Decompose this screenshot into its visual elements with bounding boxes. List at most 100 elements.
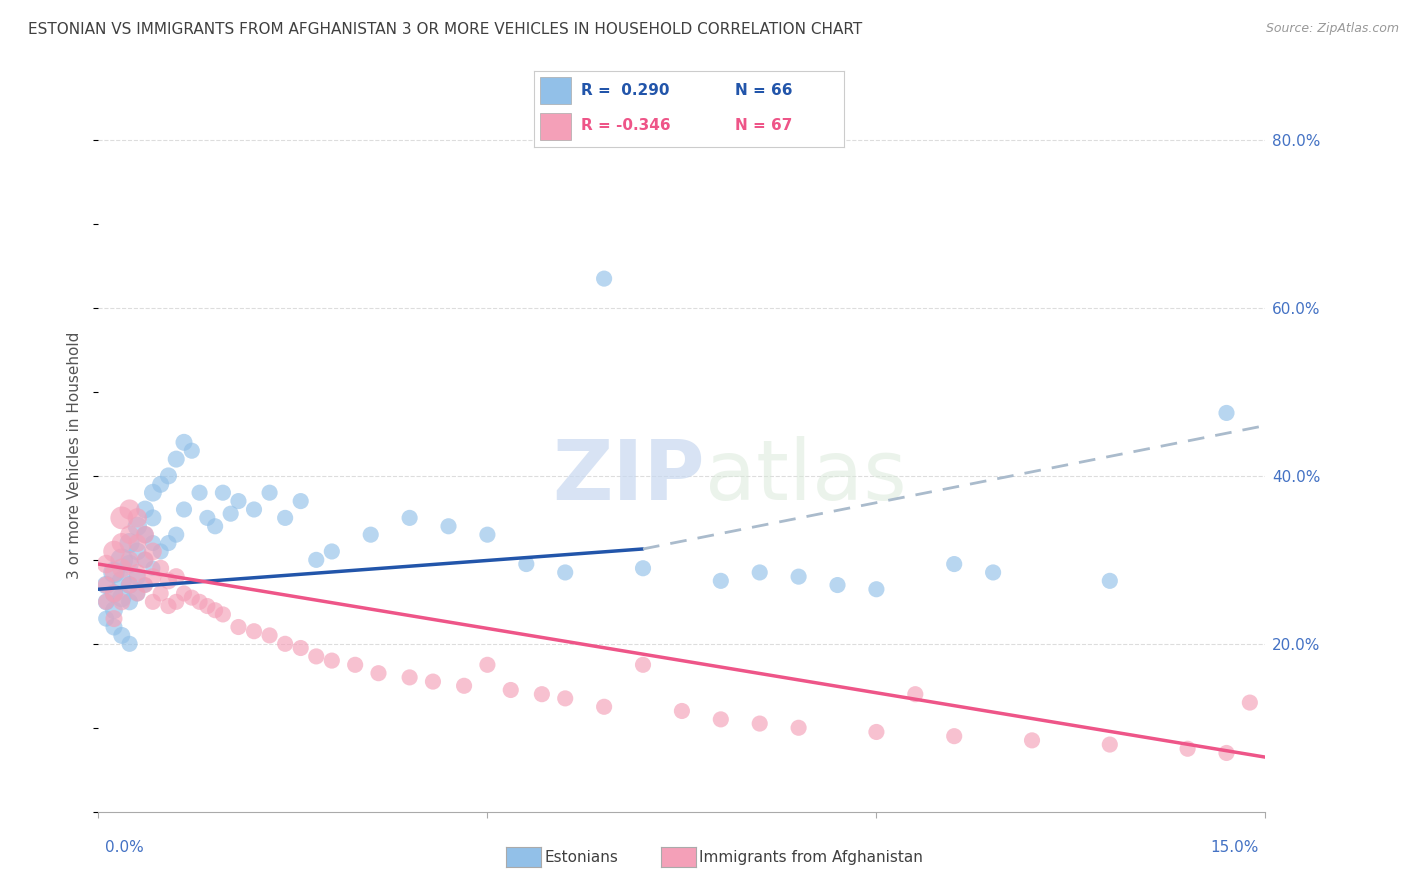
Estonians	[103, 566, 125, 580]
Text: 15.0%: 15.0%	[1211, 840, 1258, 855]
Immigrants from Afghanistan	[142, 569, 165, 583]
Estonians	[118, 578, 141, 592]
Estonians	[111, 574, 134, 588]
Immigrants from Afghanistan	[943, 729, 966, 743]
Immigrants from Afghanistan	[149, 561, 172, 575]
Immigrants from Afghanistan	[453, 679, 475, 693]
Immigrants from Afghanistan	[103, 566, 125, 580]
Immigrants from Afghanistan	[748, 716, 770, 731]
Estonians	[943, 557, 966, 571]
Immigrants from Afghanistan	[195, 599, 218, 613]
Estonians	[165, 452, 187, 467]
Estonians	[118, 595, 141, 609]
Immigrants from Afghanistan	[305, 649, 328, 664]
Estonians	[118, 637, 141, 651]
Estonians	[827, 578, 849, 592]
Immigrants from Afghanistan	[96, 578, 118, 592]
Estonians	[96, 578, 118, 592]
Estonians	[149, 544, 172, 558]
Estonians	[787, 569, 810, 583]
Estonians	[1215, 406, 1237, 420]
Y-axis label: 3 or more Vehicles in Household: 3 or more Vehicles in Household	[67, 331, 83, 579]
Immigrants from Afghanistan	[142, 595, 165, 609]
Text: ZIP: ZIP	[553, 436, 706, 516]
Immigrants from Afghanistan	[477, 657, 499, 672]
Estonians	[748, 566, 770, 580]
Estonians	[243, 502, 266, 516]
Estonians	[96, 612, 118, 626]
Estonians	[165, 527, 187, 541]
Estonians	[157, 469, 180, 483]
Immigrants from Afghanistan	[157, 599, 180, 613]
Text: 0.0%: 0.0%	[105, 840, 145, 855]
Immigrants from Afghanistan	[631, 657, 654, 672]
Estonians	[173, 502, 195, 516]
Estonians	[212, 485, 235, 500]
Estonians	[127, 569, 149, 583]
Immigrants from Afghanistan	[118, 502, 141, 516]
Estonians	[360, 527, 382, 541]
Immigrants from Afghanistan	[118, 578, 141, 592]
Estonians	[259, 485, 281, 500]
Estonians	[111, 591, 134, 605]
Text: Source: ZipAtlas.com: Source: ZipAtlas.com	[1265, 22, 1399, 36]
Immigrants from Afghanistan	[149, 586, 172, 600]
Immigrants from Afghanistan	[127, 536, 149, 550]
Immigrants from Afghanistan	[243, 624, 266, 639]
Estonians	[142, 561, 165, 575]
Estonians	[195, 511, 218, 525]
Immigrants from Afghanistan	[142, 544, 165, 558]
Text: atlas: atlas	[706, 436, 907, 516]
Estonians	[631, 561, 654, 575]
Immigrants from Afghanistan	[422, 674, 444, 689]
Immigrants from Afghanistan	[103, 612, 125, 626]
Estonians	[305, 553, 328, 567]
Immigrants from Afghanistan	[499, 683, 522, 698]
Immigrants from Afghanistan	[1098, 738, 1121, 752]
Text: N = 67: N = 67	[735, 118, 793, 133]
Estonians	[149, 477, 172, 491]
Immigrants from Afghanistan	[165, 569, 187, 583]
Immigrants from Afghanistan	[96, 557, 118, 571]
Immigrants from Afghanistan	[103, 586, 125, 600]
Estonians	[103, 586, 125, 600]
Immigrants from Afghanistan	[180, 591, 202, 605]
Estonians	[710, 574, 733, 588]
Estonians	[142, 511, 165, 525]
Estonians	[134, 527, 156, 541]
Estonians	[134, 502, 156, 516]
Estonians	[134, 578, 156, 592]
Estonians	[118, 557, 141, 571]
Estonians	[111, 628, 134, 642]
Immigrants from Afghanistan	[157, 574, 180, 588]
Estonians	[290, 494, 312, 508]
Immigrants from Afghanistan	[344, 657, 367, 672]
Immigrants from Afghanistan	[204, 603, 226, 617]
Immigrants from Afghanistan	[165, 595, 187, 609]
Text: N = 66: N = 66	[735, 83, 793, 98]
Estonians	[180, 443, 202, 458]
Immigrants from Afghanistan	[188, 595, 211, 609]
Immigrants from Afghanistan	[1177, 741, 1199, 756]
Text: R =  0.290: R = 0.290	[581, 83, 669, 98]
Immigrants from Afghanistan	[530, 687, 553, 701]
Immigrants from Afghanistan	[398, 670, 420, 684]
Estonians	[515, 557, 537, 571]
Immigrants from Afghanistan	[321, 654, 343, 668]
Estonians	[274, 511, 297, 525]
Estonians	[127, 586, 149, 600]
Immigrants from Afghanistan	[1215, 746, 1237, 760]
Estonians	[1098, 574, 1121, 588]
Estonians	[477, 527, 499, 541]
Estonians	[228, 494, 250, 508]
Estonians	[96, 595, 118, 609]
Immigrants from Afghanistan	[127, 586, 149, 600]
Immigrants from Afghanistan	[96, 595, 118, 609]
Estonians	[103, 620, 125, 634]
Immigrants from Afghanistan	[118, 553, 141, 567]
Immigrants from Afghanistan	[111, 511, 134, 525]
Estonians	[157, 536, 180, 550]
Estonians	[173, 435, 195, 450]
Immigrants from Afghanistan	[212, 607, 235, 622]
Immigrants from Afghanistan	[787, 721, 810, 735]
